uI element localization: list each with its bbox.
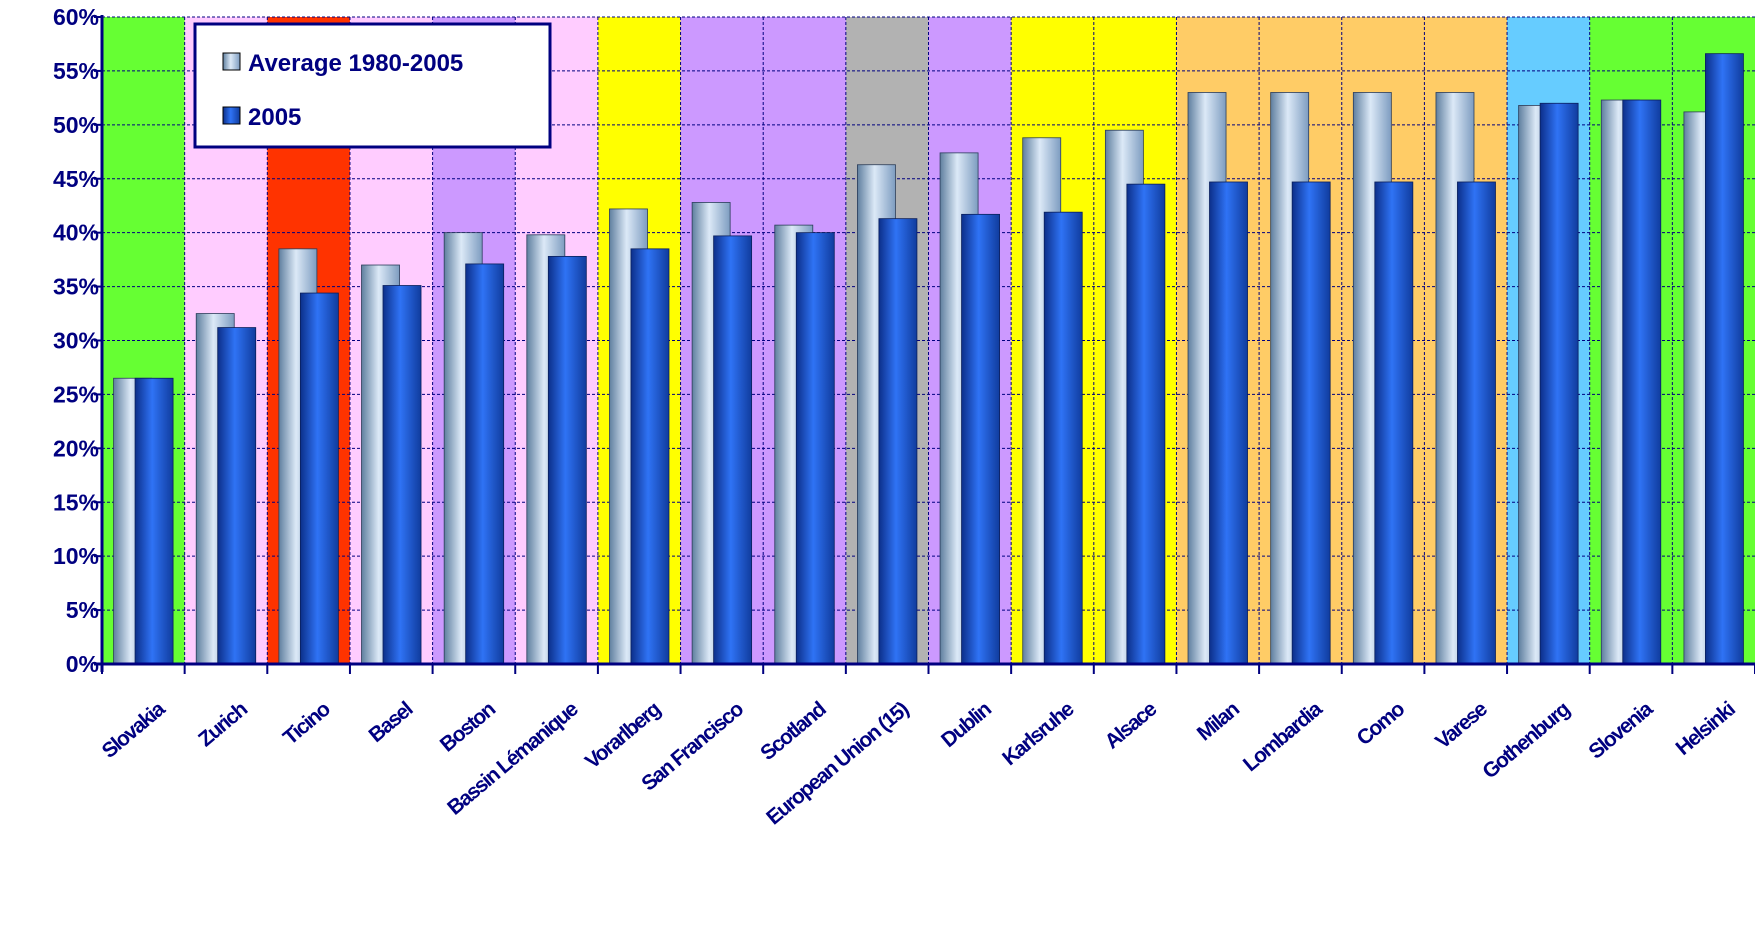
- x-tick-label: European Union (15): [762, 698, 913, 830]
- bar-2005: [1457, 181, 1496, 665]
- y-tick-label: 10%: [53, 543, 99, 569]
- bar-2005: [1043, 211, 1083, 665]
- y-tick-label: 0%: [66, 651, 99, 677]
- y-tick-label: 35%: [53, 274, 99, 300]
- legend-label-2005: 2005: [248, 104, 301, 131]
- y-tick-label: 25%: [53, 381, 99, 407]
- bar-2005: [1374, 181, 1414, 665]
- x-tick-label: Ticino: [279, 698, 334, 750]
- x-tick-label: Milan: [1193, 698, 1244, 746]
- y-tick-label: 15%: [53, 489, 99, 515]
- bar-2005: [465, 263, 505, 665]
- x-tick-label: Alsace: [1101, 698, 1161, 754]
- bar-2005: [547, 255, 587, 665]
- x-tick-label: Varese: [1431, 698, 1491, 754]
- legend-box: [193, 22, 552, 149]
- legend: Average 1980-2005 2005: [193, 22, 552, 149]
- bar-2005: [1705, 53, 1744, 665]
- y-axis-ticks: 0% 5% 10% 15% 20% 25% 30% 35% 40% 45% 50% 55% 60%: [53, 4, 102, 677]
- bar-2005: [1126, 183, 1166, 665]
- y-tick-label: 50%: [53, 112, 99, 138]
- y-tick-label: 45%: [53, 166, 99, 192]
- y-tick-label: 30%: [53, 328, 99, 354]
- x-tick-label: Helsinki: [1672, 698, 1740, 760]
- bar-2005: [299, 292, 339, 665]
- bar-2005: [1291, 181, 1331, 665]
- bar-2005: [878, 218, 918, 665]
- y-tick-label: 40%: [53, 220, 99, 246]
- y-tick-label: 55%: [53, 58, 99, 84]
- x-tick-label: Slovenia: [1584, 697, 1657, 764]
- bar-2005: [1539, 102, 1579, 665]
- x-tick-label: Slovakia: [98, 697, 170, 763]
- bar-2005: [134, 377, 174, 665]
- bar-2005: [795, 232, 835, 665]
- x-tick-label: Como: [1353, 698, 1409, 750]
- bar-2005: [1622, 99, 1662, 665]
- legend-swatch-average: [222, 52, 241, 71]
- x-tick-label: Zurich: [194, 698, 252, 752]
- bar-2005: [713, 235, 753, 665]
- legend-label-average: Average 1980-2005: [248, 50, 463, 77]
- x-tick-label: Gothenburg: [1478, 698, 1574, 784]
- y-tick-label: 60%: [53, 4, 99, 30]
- x-tick-label: Karlsruhe: [998, 698, 1078, 770]
- bar-2005: [217, 327, 257, 665]
- x-tick-label: Boston: [436, 698, 500, 757]
- bar-2005: [382, 285, 422, 665]
- y-tick-label: 20%: [53, 435, 99, 461]
- x-tick-label: Vorarlberg: [581, 698, 665, 774]
- bars: [113, 53, 1744, 665]
- legend-swatch-2005: [222, 106, 241, 125]
- bar-2005: [630, 248, 670, 665]
- y-tick-label: 5%: [66, 597, 99, 623]
- bar-2005: [1209, 181, 1248, 665]
- x-tick-label: Scotland: [756, 698, 830, 765]
- x-tick-label: Dublin: [937, 698, 995, 752]
- bar-2005: [961, 213, 1000, 665]
- x-tick-label: Basel: [365, 698, 417, 747]
- x-tick-label: Lombardia: [1239, 697, 1327, 776]
